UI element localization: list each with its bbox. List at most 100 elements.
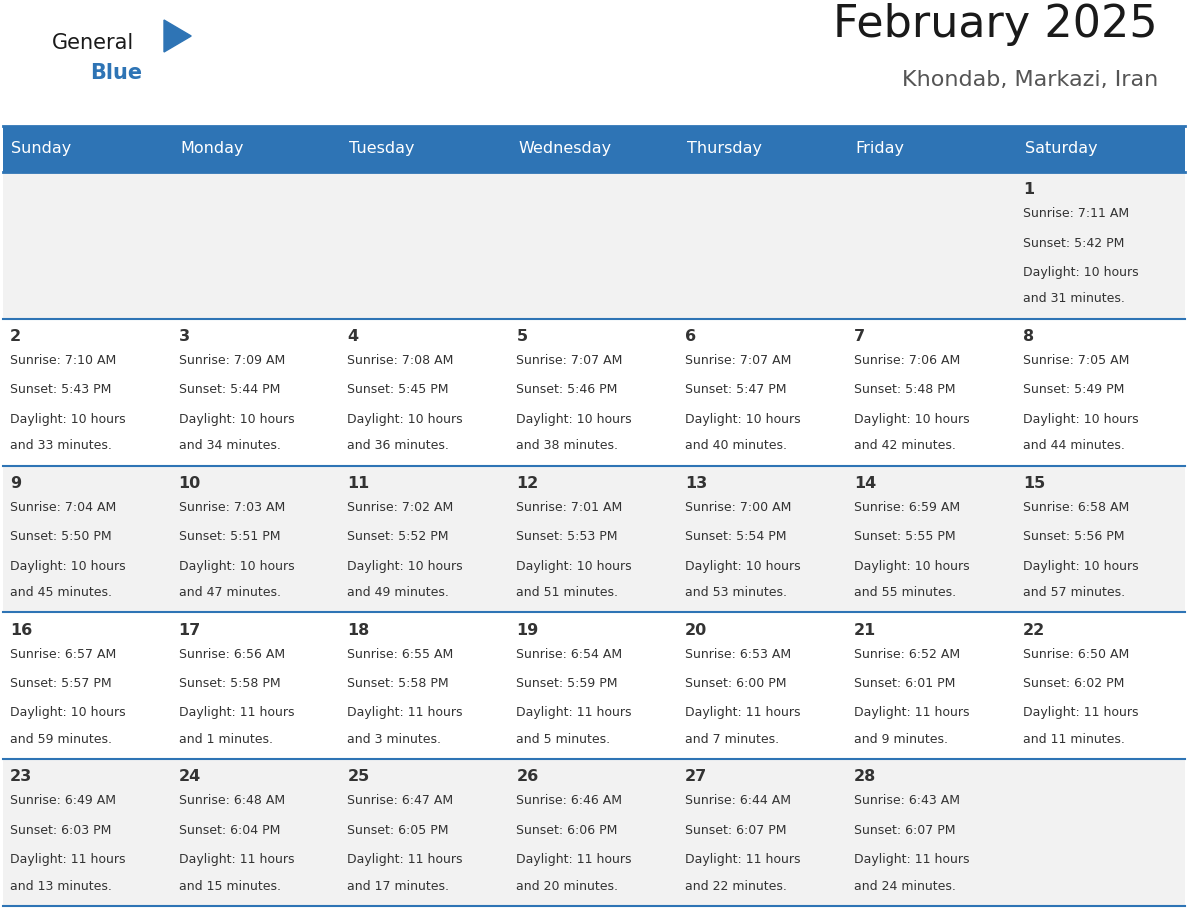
Text: and 3 minutes.: and 3 minutes. <box>347 733 442 745</box>
Bar <box>4 319 172 465</box>
Text: Tuesday: Tuesday <box>349 141 415 156</box>
Bar <box>847 612 1016 759</box>
Text: Sunset: 5:58 PM: Sunset: 5:58 PM <box>347 677 449 690</box>
Bar <box>1016 126 1184 172</box>
Text: Friday: Friday <box>855 141 905 156</box>
Text: and 45 minutes.: and 45 minutes. <box>10 586 112 599</box>
Bar <box>4 465 172 612</box>
Text: 14: 14 <box>854 476 877 491</box>
Bar <box>847 759 1016 906</box>
Bar <box>678 759 847 906</box>
Bar <box>172 319 341 465</box>
Text: Daylight: 11 hours: Daylight: 11 hours <box>347 853 463 867</box>
Bar <box>678 126 847 172</box>
Text: Sunrise: 7:09 AM: Sunrise: 7:09 AM <box>178 354 285 367</box>
Text: Daylight: 11 hours: Daylight: 11 hours <box>854 853 969 867</box>
Text: and 15 minutes.: and 15 minutes. <box>178 879 280 892</box>
Text: Sunset: 5:56 PM: Sunset: 5:56 PM <box>1023 531 1124 543</box>
Text: and 1 minutes.: and 1 minutes. <box>178 733 272 745</box>
Text: 4: 4 <box>347 329 359 344</box>
Text: Daylight: 11 hours: Daylight: 11 hours <box>685 706 801 720</box>
Text: Daylight: 10 hours: Daylight: 10 hours <box>854 560 969 573</box>
Text: 23: 23 <box>10 769 32 785</box>
Text: Sunrise: 7:06 AM: Sunrise: 7:06 AM <box>854 354 960 367</box>
Bar <box>1016 612 1184 759</box>
Text: 25: 25 <box>347 769 369 785</box>
Text: Sunrise: 6:55 AM: Sunrise: 6:55 AM <box>347 647 454 661</box>
Text: Sunrise: 6:44 AM: Sunrise: 6:44 AM <box>685 794 791 808</box>
Text: 12: 12 <box>517 476 538 491</box>
Text: Sunrise: 6:46 AM: Sunrise: 6:46 AM <box>517 794 623 808</box>
Bar <box>678 319 847 465</box>
Bar <box>341 172 510 319</box>
Bar <box>1016 319 1184 465</box>
Text: Daylight: 10 hours: Daylight: 10 hours <box>10 560 126 573</box>
Text: Sunset: 6:04 PM: Sunset: 6:04 PM <box>178 823 280 837</box>
Text: 5: 5 <box>517 329 527 344</box>
Bar <box>510 319 678 465</box>
Text: February 2025: February 2025 <box>833 3 1158 46</box>
Text: Sunset: 5:58 PM: Sunset: 5:58 PM <box>178 677 280 690</box>
Text: Daylight: 10 hours: Daylight: 10 hours <box>517 413 632 426</box>
Bar <box>1016 759 1184 906</box>
Text: Sunset: 5:49 PM: Sunset: 5:49 PM <box>1023 384 1124 397</box>
Text: Blue: Blue <box>90 63 143 83</box>
Text: and 31 minutes.: and 31 minutes. <box>1023 292 1125 306</box>
Text: Sunset: 5:42 PM: Sunset: 5:42 PM <box>1023 237 1124 250</box>
Text: Sunrise: 6:52 AM: Sunrise: 6:52 AM <box>854 647 960 661</box>
Text: 7: 7 <box>854 329 865 344</box>
Text: Sunrise: 7:03 AM: Sunrise: 7:03 AM <box>178 501 285 514</box>
Text: Daylight: 10 hours: Daylight: 10 hours <box>685 413 801 426</box>
Bar <box>341 126 510 172</box>
Text: and 33 minutes.: and 33 minutes. <box>10 439 112 453</box>
Text: Sunset: 6:02 PM: Sunset: 6:02 PM <box>1023 677 1124 690</box>
Text: Sunset: 5:47 PM: Sunset: 5:47 PM <box>685 384 786 397</box>
Text: Sunrise: 6:59 AM: Sunrise: 6:59 AM <box>854 501 960 514</box>
Text: 26: 26 <box>517 769 538 785</box>
Bar <box>341 319 510 465</box>
Text: Daylight: 10 hours: Daylight: 10 hours <box>517 560 632 573</box>
Text: Sunset: 5:59 PM: Sunset: 5:59 PM <box>517 677 618 690</box>
Text: Sunset: 5:54 PM: Sunset: 5:54 PM <box>685 531 786 543</box>
Text: Sunrise: 7:00 AM: Sunrise: 7:00 AM <box>685 501 791 514</box>
Text: Sunrise: 6:47 AM: Sunrise: 6:47 AM <box>347 794 454 808</box>
Text: Daylight: 10 hours: Daylight: 10 hours <box>10 706 126 720</box>
Text: Daylight: 10 hours: Daylight: 10 hours <box>347 560 463 573</box>
Text: and 5 minutes.: and 5 minutes. <box>517 733 611 745</box>
Text: Daylight: 11 hours: Daylight: 11 hours <box>178 853 295 867</box>
Bar <box>1016 172 1184 319</box>
Text: Sunrise: 6:56 AM: Sunrise: 6:56 AM <box>178 647 285 661</box>
Bar <box>510 612 678 759</box>
Text: and 59 minutes.: and 59 minutes. <box>10 733 112 745</box>
Text: Sunset: 5:50 PM: Sunset: 5:50 PM <box>10 531 112 543</box>
Bar <box>678 612 847 759</box>
Text: Daylight: 10 hours: Daylight: 10 hours <box>1023 266 1138 279</box>
Bar <box>510 172 678 319</box>
Text: 19: 19 <box>517 622 538 638</box>
Bar <box>4 759 172 906</box>
Text: and 24 minutes.: and 24 minutes. <box>854 879 956 892</box>
Text: Sunset: 5:53 PM: Sunset: 5:53 PM <box>517 531 618 543</box>
Text: Daylight: 11 hours: Daylight: 11 hours <box>685 853 801 867</box>
Text: and 11 minutes.: and 11 minutes. <box>1023 733 1125 745</box>
Text: General: General <box>52 33 134 53</box>
Text: Sunset: 5:44 PM: Sunset: 5:44 PM <box>178 384 280 397</box>
Text: Daylight: 10 hours: Daylight: 10 hours <box>1023 560 1138 573</box>
Text: Daylight: 11 hours: Daylight: 11 hours <box>517 706 632 720</box>
Text: Sunset: 6:01 PM: Sunset: 6:01 PM <box>854 677 955 690</box>
Text: Sunrise: 6:57 AM: Sunrise: 6:57 AM <box>10 647 116 661</box>
Text: Sunset: 6:03 PM: Sunset: 6:03 PM <box>10 823 112 837</box>
Text: and 53 minutes.: and 53 minutes. <box>685 586 788 599</box>
Text: Sunset: 6:00 PM: Sunset: 6:00 PM <box>685 677 786 690</box>
Text: and 17 minutes.: and 17 minutes. <box>347 879 449 892</box>
Text: Daylight: 11 hours: Daylight: 11 hours <box>1023 706 1138 720</box>
Bar <box>510 465 678 612</box>
Text: Sunset: 6:06 PM: Sunset: 6:06 PM <box>517 823 618 837</box>
Text: 15: 15 <box>1023 476 1045 491</box>
Text: and 55 minutes.: and 55 minutes. <box>854 586 956 599</box>
Text: and 34 minutes.: and 34 minutes. <box>178 439 280 453</box>
Text: and 20 minutes.: and 20 minutes. <box>517 879 618 892</box>
Text: 1: 1 <box>1023 183 1034 197</box>
Text: Daylight: 11 hours: Daylight: 11 hours <box>178 706 295 720</box>
Polygon shape <box>164 20 191 52</box>
